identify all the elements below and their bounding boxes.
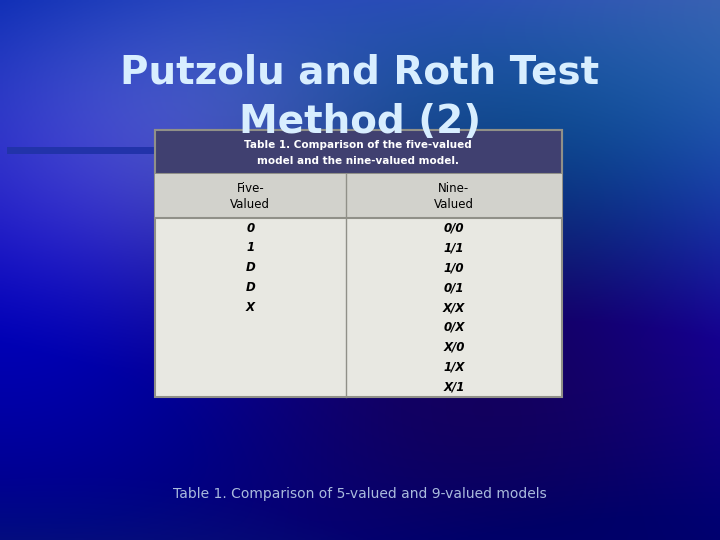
Text: 1/X: 1/X <box>443 361 464 374</box>
Text: 0/1: 0/1 <box>444 281 464 294</box>
Text: Nine-
Valued: Nine- Valued <box>433 181 474 211</box>
Text: X/X: X/X <box>443 301 465 314</box>
Text: Method (2): Method (2) <box>239 103 481 140</box>
Text: 0/X: 0/X <box>443 321 464 334</box>
Text: X: X <box>246 301 255 314</box>
Text: Five-
Valued: Five- Valued <box>230 181 271 211</box>
Text: Table 1. Comparison of the five-valued: Table 1. Comparison of the five-valued <box>244 140 472 150</box>
Bar <box>155 130 562 397</box>
Bar <box>155 130 562 174</box>
Text: X/1: X/1 <box>443 381 464 394</box>
Text: 0/0: 0/0 <box>444 221 464 234</box>
Text: 1: 1 <box>246 241 254 254</box>
Text: D: D <box>246 261 256 274</box>
Text: model and the nine-valued model.: model and the nine-valued model. <box>257 157 459 166</box>
Text: D: D <box>246 281 256 294</box>
Text: 1/1: 1/1 <box>444 241 464 254</box>
Bar <box>155 174 562 218</box>
Bar <box>7 147 266 154</box>
Text: Putzolu and Roth Test: Putzolu and Roth Test <box>120 54 600 92</box>
Text: 1/0: 1/0 <box>444 261 464 274</box>
Text: 0: 0 <box>246 221 254 234</box>
Text: Table 1. Comparison of 5-valued and 9-valued models: Table 1. Comparison of 5-valued and 9-va… <box>173 487 547 501</box>
Text: X/0: X/0 <box>443 341 464 354</box>
